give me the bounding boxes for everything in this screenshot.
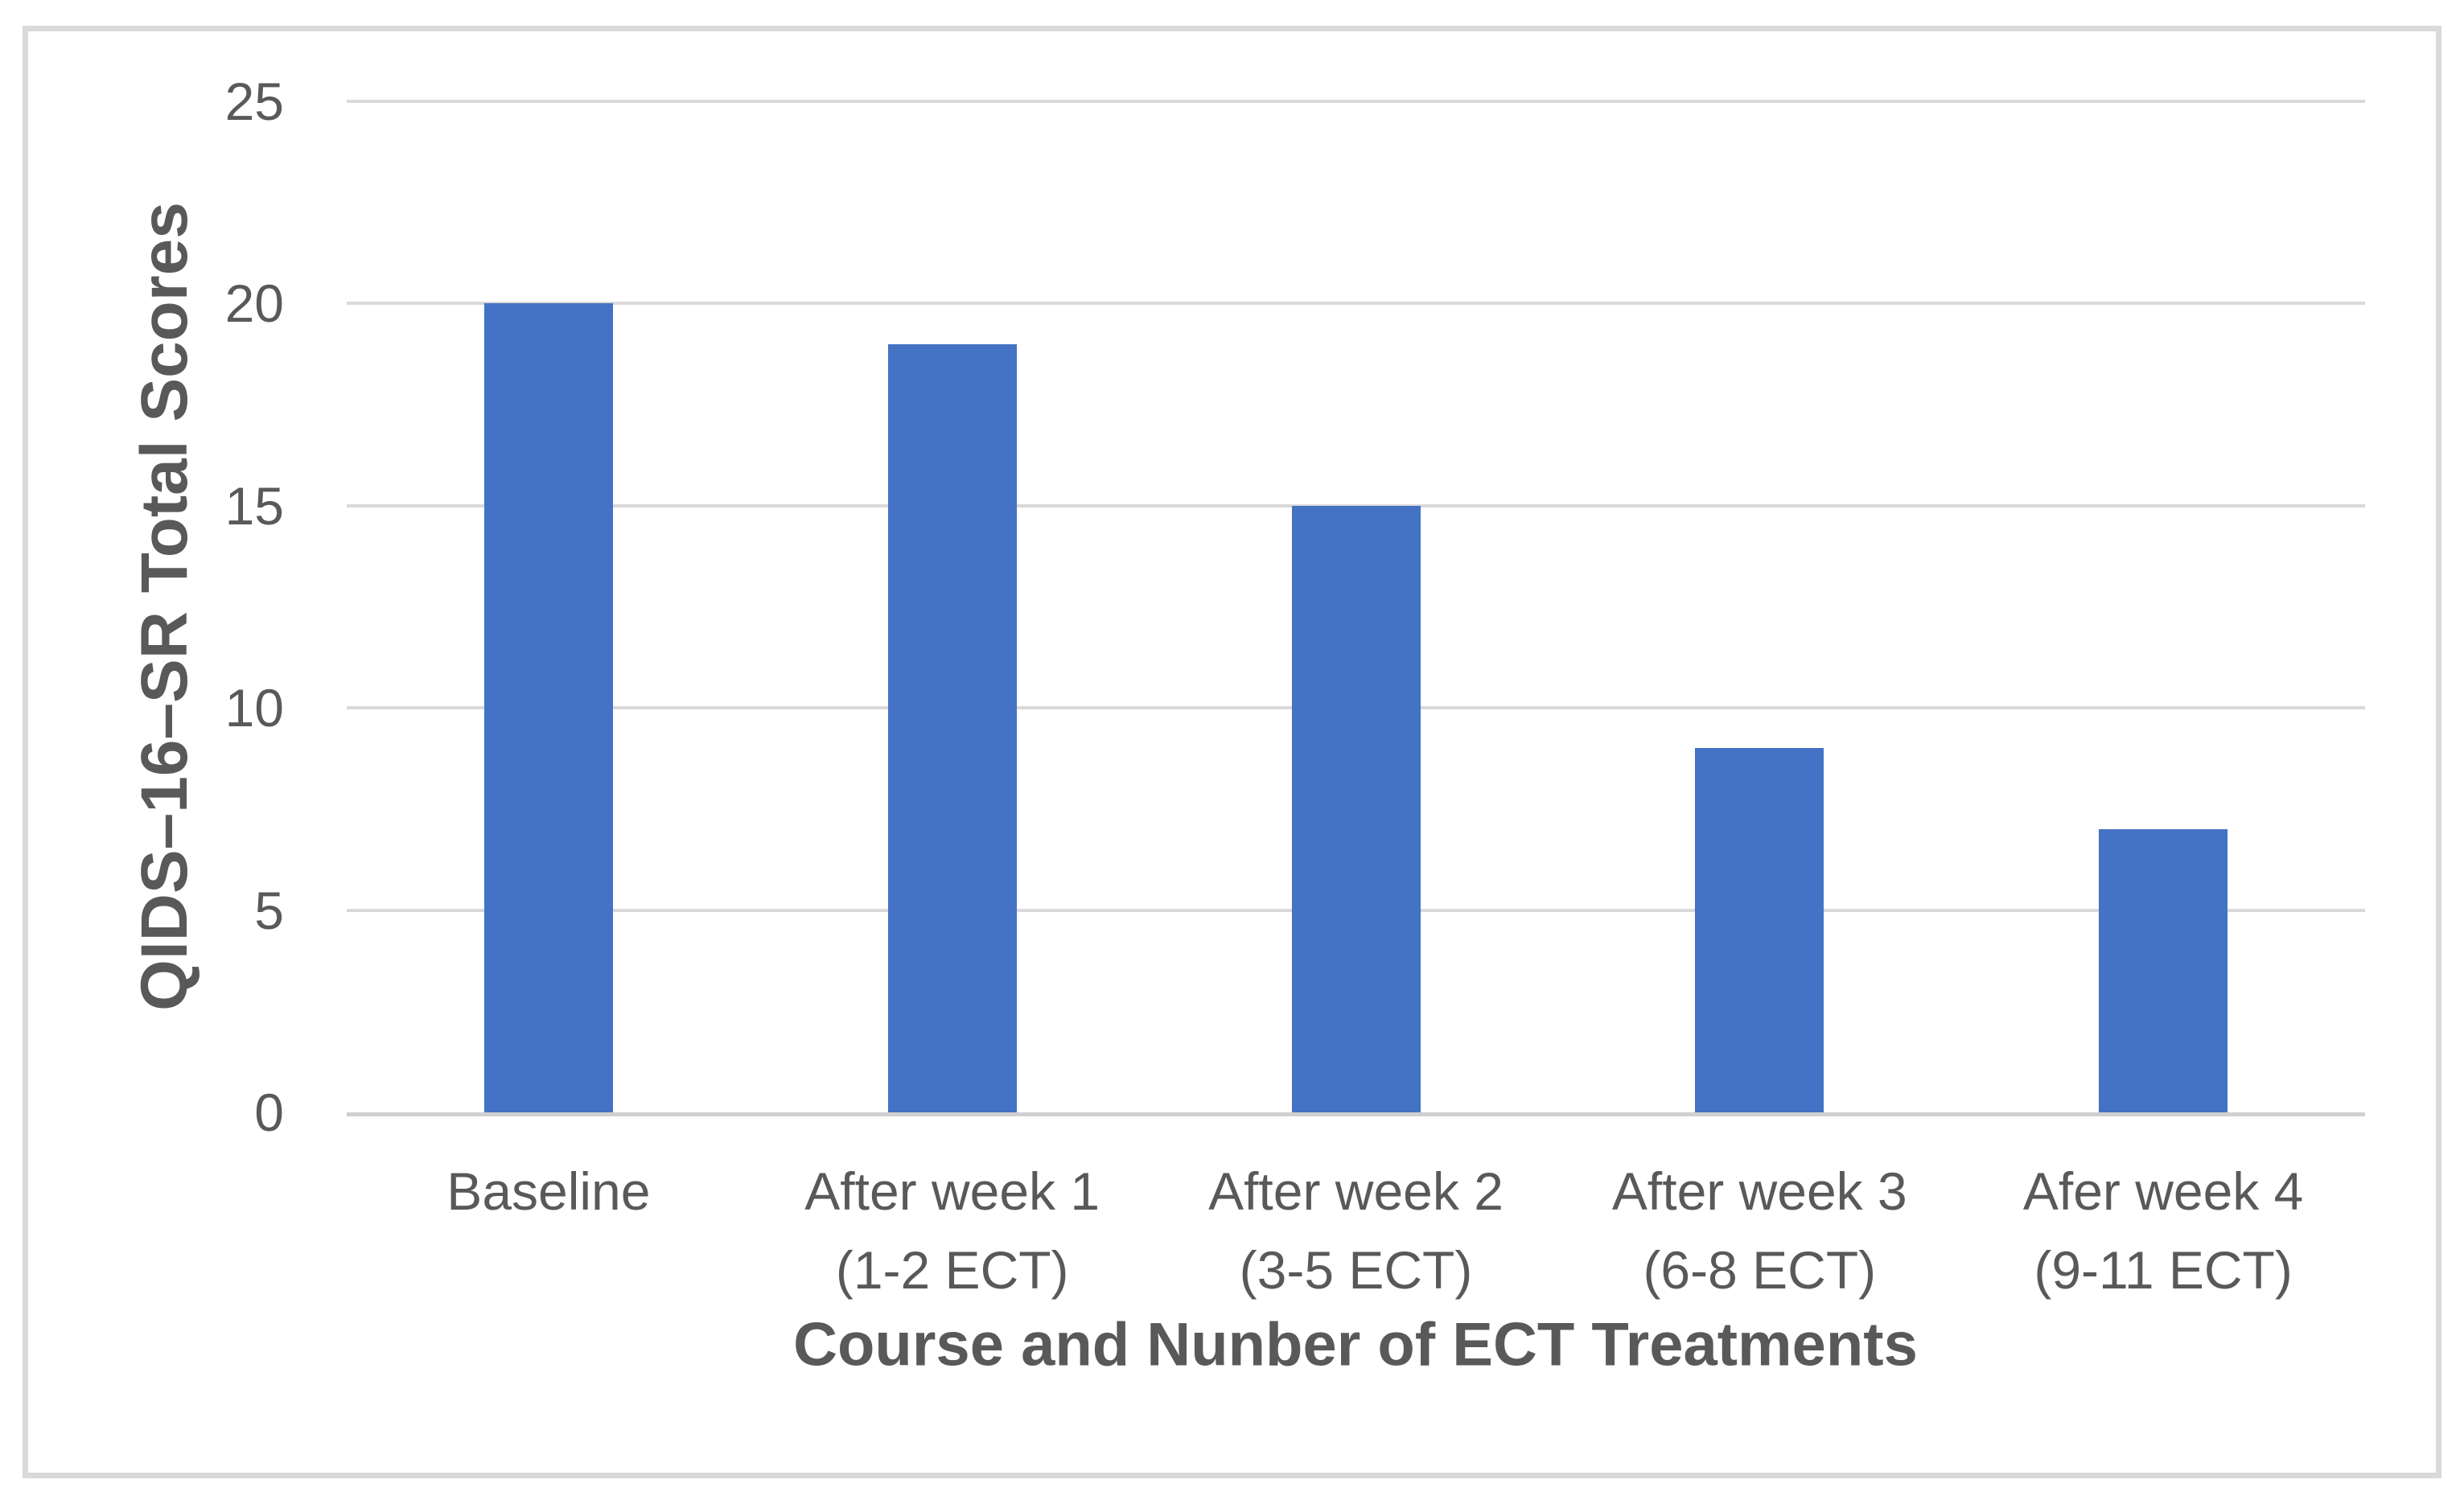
x-category-line2: (1-2 ECT): [835, 1240, 1069, 1300]
bar-after-week-2: [1291, 505, 1421, 1112]
gridline-20: [347, 302, 2365, 306]
plot-area: [347, 100, 2365, 1116]
x-category-line2: (3-5 ECT): [1239, 1240, 1473, 1300]
y-tick-label-25: 25: [224, 72, 284, 131]
x-category-line1: After week 2: [1208, 1161, 1503, 1221]
chart-figure: QIDS–16–SR Total Scores 0 5 10 15 20 25 Basel…: [23, 26, 2441, 1478]
gridline-15: [347, 503, 2365, 508]
x-category-line2: (9-11 ECT): [2034, 1240, 2293, 1300]
y-tick-label-5: 5: [254, 880, 284, 940]
x-axis-title: Course and Nunber of ECT Treatments: [793, 1310, 1918, 1379]
x-axis-category-labels: Baseline After week 1 (1-2 ECT) After week …: [347, 1152, 2365, 1321]
x-category-line2: (6-8 ECT): [1643, 1240, 1877, 1300]
x-category-line1: After week 1: [804, 1161, 1100, 1221]
x-category-label-5: Afer week 4 (9-11 ECT): [1954, 1152, 2372, 1309]
y-tick-label-15: 15: [224, 475, 284, 536]
bar-after-week-3: [1695, 748, 1824, 1112]
x-category-line1: Baseline: [446, 1161, 651, 1221]
y-axis-tick-labels: 0 5 10 15 20 25: [28, 75, 284, 1139]
bar-afer-week-4: [2099, 829, 2228, 1112]
y-tick-label-10: 10: [224, 678, 284, 738]
bar-baseline: [483, 303, 613, 1112]
bar-after-week-1: [887, 343, 1017, 1112]
x-category-label-4: After week 3 (6-8 ECT): [1550, 1152, 1968, 1309]
y-tick-label-0: 0: [254, 1083, 284, 1142]
gridline-25: [347, 100, 2365, 103]
x-category-line1: After week 3: [1611, 1161, 1907, 1221]
x-category-label-3: After week 2 (3-5 ECT): [1147, 1152, 1565, 1309]
y-tick-label-20: 20: [224, 273, 284, 334]
x-category-label-1: Baseline: [339, 1152, 758, 1231]
x-category-label-2: After week 1 (1-2 ECT): [743, 1152, 1162, 1309]
x-category-line1: Afer week 4: [2022, 1161, 2304, 1221]
